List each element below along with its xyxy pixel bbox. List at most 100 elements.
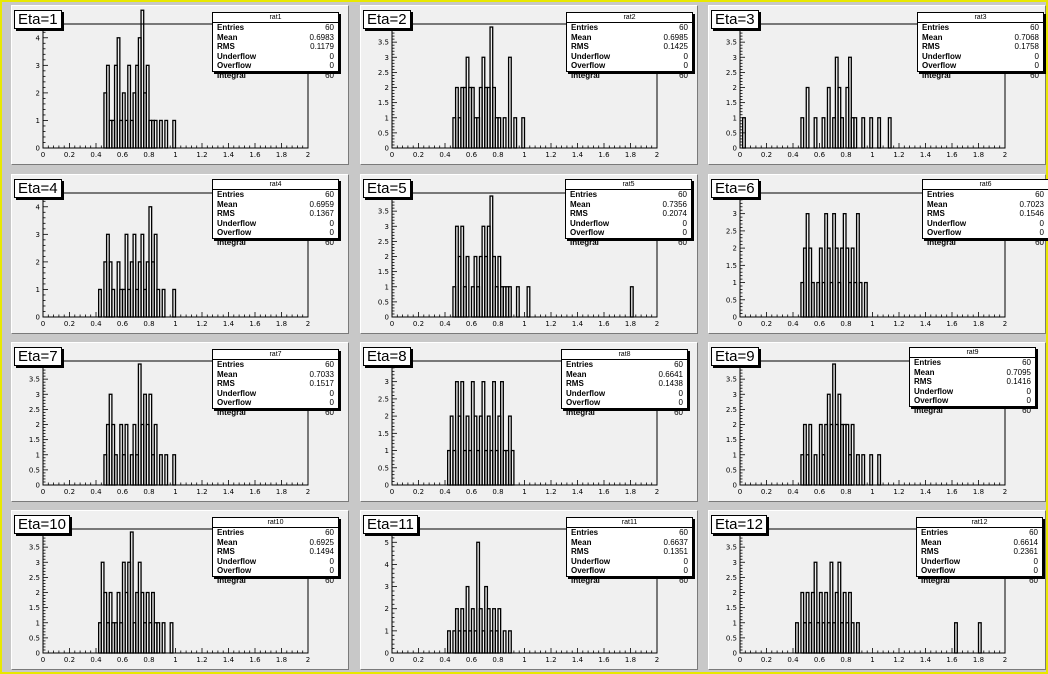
stats-label: Entries — [217, 528, 245, 537]
x-tick-label: 1.6 — [249, 656, 261, 664]
stats-label: Overflow — [921, 566, 956, 576]
x-tick-label: 1.4 — [223, 151, 235, 159]
stats-histogram-name: rat7 — [213, 350, 338, 360]
x-tick-label: 0.6 — [117, 488, 129, 496]
y-tick-label: 2 — [733, 421, 737, 429]
x-tick-label: 1.6 — [249, 320, 261, 328]
y-tick-label: 1 — [733, 114, 737, 122]
x-tick-label: 2 — [1003, 656, 1007, 664]
y-tick-label: 0 — [36, 482, 40, 490]
stats-label: Overflow — [217, 398, 252, 408]
x-tick-label: 0 — [41, 488, 45, 496]
x-tick-label: 1.2 — [196, 656, 207, 664]
stats-row-mean: Mean 0.6614 — [917, 538, 1042, 548]
x-tick-label: 0.2 — [413, 488, 424, 496]
x-tick-label: 0.4 — [439, 656, 451, 664]
y-tick-label: 2 — [733, 84, 737, 92]
histogram-bin — [526, 286, 531, 318]
stats-row-underflow: Underflow 0 — [567, 52, 692, 62]
y-tick-label: 2 — [385, 84, 389, 92]
stats-row-underflow: Underflow 0 — [213, 52, 338, 62]
x-tick-label: 0 — [390, 656, 394, 664]
y-tick-label: 3 — [733, 559, 737, 567]
x-tick-label: 0.8 — [492, 656, 503, 664]
stats-value: 60 — [1029, 528, 1038, 537]
x-tick-label: 0.2 — [761, 320, 772, 328]
x-tick-label: 1.4 — [920, 488, 932, 496]
histogram-bin — [513, 117, 518, 149]
stats-label: Underflow — [217, 218, 257, 228]
x-tick-label: 1.6 — [946, 320, 958, 328]
stats-row-mean: Mean 0.6925 — [213, 538, 338, 548]
x-tick-label: 1.8 — [973, 488, 984, 496]
x-tick-label: 0.2 — [413, 656, 424, 664]
y-tick-label: 3 — [733, 391, 737, 399]
x-tick-label: 0.4 — [90, 656, 102, 664]
stats-row-entries: Entries 60 — [567, 23, 692, 33]
y-tick-label: 3 — [36, 559, 40, 567]
x-tick-label: 0.6 — [814, 488, 826, 496]
histogram-bin — [869, 454, 874, 486]
stats-label: Entries — [217, 360, 245, 369]
histogram-pad: 0 0.2 0.4 0.6 0.8 1 1.2 1.4 1.6 1.8 2 0 0.5 1 1.5 2 2.5 3… — [708, 5, 1046, 165]
stats-box: rat11 Entries 60 Mean 0.6637 RMS 0.1351 Underfl… — [566, 517, 693, 585]
x-tick-label: 0.6 — [814, 320, 826, 328]
histogram-bin — [105, 64, 110, 149]
stats-value: 0 — [329, 556, 334, 566]
stats-value: 0.6959 — [309, 199, 334, 209]
histogram-bin — [877, 117, 882, 149]
histogram-bin — [460, 225, 465, 318]
x-tick-label: 2 — [655, 656, 659, 664]
stats-row-underflow: Underflow 0 — [917, 557, 1042, 567]
x-tick-label: 0.8 — [492, 488, 503, 496]
x-tick-label: 0.2 — [761, 656, 772, 664]
stats-row-rms: RMS 0.2361 — [917, 547, 1042, 557]
x-tick-label: 1.6 — [598, 656, 610, 664]
stats-value: 60 — [1035, 237, 1044, 247]
stats-value: 0 — [678, 398, 683, 408]
stats-row-underflow: Underflow 0 — [213, 389, 338, 399]
histogram-plot: 0 0.2 0.4 0.6 0.8 1 1.2 1.4 1.6 1.8 2 0 0.5 1 1.5 2 2.5 3… — [378, 23, 659, 159]
stats-value: 60 — [1022, 358, 1031, 367]
y-tick-label: 1.5 — [378, 268, 389, 276]
x-tick-label: 2 — [1003, 320, 1007, 328]
stats-row-underflow: Underflow 0 — [566, 219, 691, 229]
histogram-bin — [145, 64, 150, 149]
stats-value: 0 — [329, 218, 334, 228]
stats-row-integral: Integral 60 — [567, 71, 692, 81]
stats-row-entries: Entries 60 — [917, 528, 1042, 538]
stats-row-overflow: Overflow 0 — [213, 566, 338, 576]
histogram-plot: 0 0.2 0.4 0.6 0.8 1 1.2 1.4 1.6 1.8 2 0 0.5 1 1.5 2 2.5 3 — [378, 360, 659, 496]
histogram-plot: 0 0.2 0.4 0.6 0.8 1 1.2 1.4 1.6 1.8 2 0 1 2 3 4 5 — [385, 528, 659, 664]
stats-label: RMS — [571, 42, 589, 52]
histogram-bin — [813, 454, 818, 486]
stats-box: rat12 Entries 60 Mean 0.6614 RMS 0.2361 Underfl… — [916, 517, 1043, 585]
stats-value: 0 — [329, 51, 334, 61]
stats-row-integral: Integral 60 — [213, 238, 338, 248]
pad-title: Eta=3 — [711, 10, 759, 29]
pad-title: Eta=11 — [363, 515, 418, 534]
stats-label: Entries — [217, 190, 245, 199]
stats-value: 60 — [679, 575, 688, 585]
stats-row-integral: Integral 60 — [213, 408, 338, 418]
histogram-bin — [507, 630, 512, 654]
histogram-plot: 0 0.2 0.4 0.6 0.8 1 1.2 1.4 1.6 1.8 2 0 0.5 1 1.5 2 2.5 3 — [726, 192, 1007, 328]
stats-label: Overflow — [566, 398, 601, 408]
stats-label: Underflow — [217, 556, 257, 566]
stats-value: 60 — [679, 23, 688, 32]
stats-label: Integral — [571, 575, 600, 585]
y-tick-label: 2.5 — [726, 227, 737, 235]
stats-histogram-name: rat1 — [213, 13, 338, 23]
stats-label: RMS — [922, 42, 940, 52]
y-tick-label: 3 — [36, 391, 40, 399]
x-tick-label: 1.2 — [893, 151, 904, 159]
x-tick-label: 1.8 — [625, 320, 636, 328]
histogram-bin — [148, 393, 153, 486]
x-tick-label: 0.6 — [814, 151, 826, 159]
stats-label: Integral — [922, 70, 951, 80]
stats-value: 0 — [329, 398, 334, 408]
stats-histogram-name: rat11 — [567, 518, 692, 528]
histogram-bin — [855, 213, 860, 318]
y-tick-label: 1.5 — [378, 430, 389, 438]
histogram-bin — [156, 622, 161, 654]
